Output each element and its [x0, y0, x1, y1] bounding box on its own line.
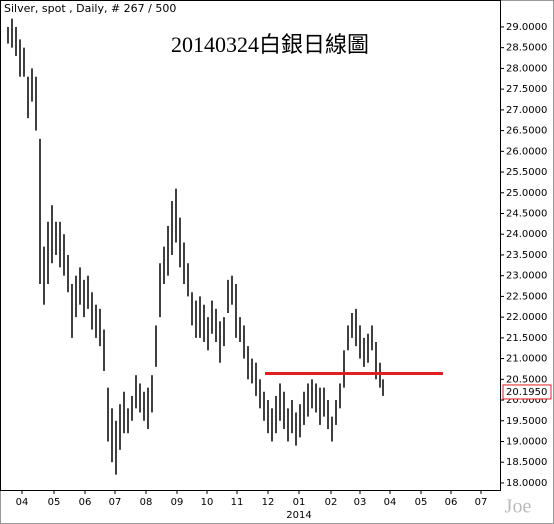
y-tick-label: 24.0000 [506, 229, 547, 240]
x-tick-label: 04 [384, 497, 397, 508]
y-tick-label: 18.5000 [506, 457, 547, 468]
y-tick-label: 21.5000 [506, 333, 547, 344]
y-tick-label: 28.5000 [506, 43, 547, 54]
chart-header: Silver, spot , Daily, # 267 / 500 [4, 2, 176, 15]
y-tick-label: 19.5000 [506, 416, 547, 427]
y-tick-label: 20.0000 [506, 395, 547, 406]
x-tick-label: 01 [293, 497, 306, 508]
y-tick-label: 18.0000 [506, 478, 547, 489]
x-tick-label: 09 [171, 497, 184, 508]
y-tick-label: 25.5000 [506, 167, 547, 178]
y-tick-label: 21.0000 [506, 354, 547, 365]
x-tick-label: 08 [140, 497, 153, 508]
last-value-box [502, 384, 552, 400]
y-tick-label: 24.5000 [506, 208, 547, 219]
x-tick-label: 06 [445, 497, 458, 508]
x-tick-label: 07 [475, 497, 488, 508]
y-tick-label: 27.0000 [506, 105, 547, 116]
x-tick-label: 04 [16, 497, 29, 508]
y-tick-label: 22.0000 [506, 312, 547, 323]
x-tick-label: 05 [415, 497, 428, 508]
y-tick-label: 19.0000 [506, 436, 547, 447]
x-tick-label: 07 [109, 497, 122, 508]
x-tick-label: 05 [48, 497, 61, 508]
y-tick-label: 23.5000 [506, 250, 547, 261]
x-tick-label: 11 [231, 497, 244, 508]
y-tick-label: 26.5000 [506, 126, 547, 137]
y-tick-label: 23.0000 [506, 271, 547, 282]
watermark: Joe [505, 496, 532, 518]
y-tick-label: 26.0000 [506, 146, 547, 157]
x-tick-label: 02 [325, 497, 338, 508]
y-tick-label: 22.5000 [506, 291, 547, 302]
x-tick-label: 12 [262, 497, 275, 508]
y-tick-label: 28.0000 [506, 63, 547, 74]
x-year-label: 2014 [286, 510, 311, 521]
plot-area [0, 0, 501, 491]
y-tick-label: 20.5000 [506, 374, 547, 385]
y-tick-label: 29.0000 [506, 22, 547, 33]
x-tick-label: 06 [79, 497, 92, 508]
chart-title: 20140324白銀日線圖 [171, 32, 369, 57]
y-tick-label: 25.0000 [506, 188, 547, 199]
x-tick-label: 03 [354, 497, 367, 508]
y-tick-label: 27.5000 [506, 84, 547, 95]
x-tick-label: 10 [201, 497, 214, 508]
last-value-label: 20.1950 [506, 387, 547, 398]
